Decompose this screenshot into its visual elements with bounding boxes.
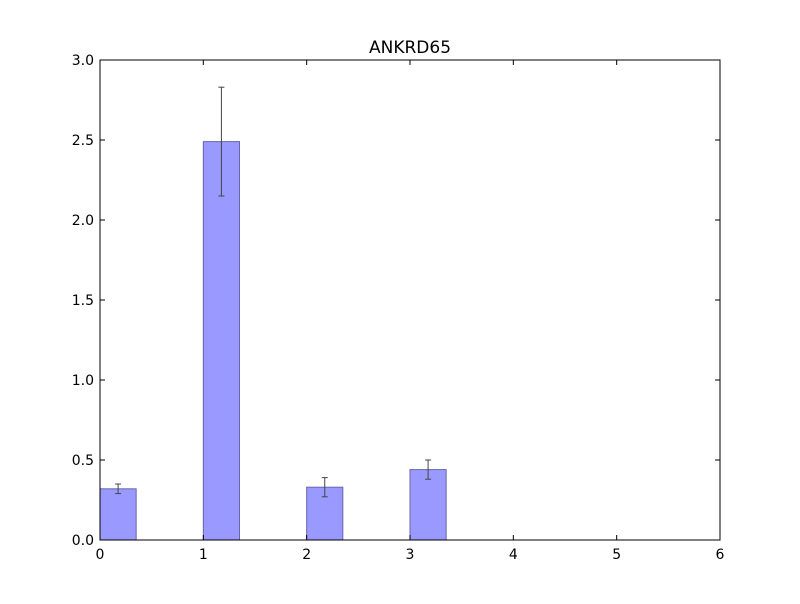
x-tick-label-1: 1 (199, 547, 208, 563)
bars-group (99, 141, 447, 541)
x-tick-label-3: 3 (406, 547, 415, 563)
x-tick-label-6: 6 (716, 547, 725, 563)
y-axis-ticks: 0.0 0.5 1.0 1.5 2.0 2.5 3.0 (72, 53, 720, 549)
x-axis-ticks: 0 1 2 3 4 5 6 (96, 60, 725, 563)
y-tick-label-5: 2.5 (72, 133, 94, 149)
y-tick-label-0: 0.0 (72, 533, 94, 549)
error-bar-0 (115, 483, 122, 495)
x-tick-label-4: 4 (509, 547, 518, 563)
x-tick-label-5: 5 (612, 547, 621, 563)
y-tick-label-4: 2.0 (72, 213, 94, 229)
chart-title: ANKRD65 (369, 38, 451, 58)
y-tick-label-2: 1.0 (72, 373, 94, 389)
bar-0 (99, 488, 137, 541)
x-tick-label-0: 0 (96, 547, 105, 563)
error-bars-group (115, 86, 432, 498)
y-tick-label-3: 1.5 (72, 293, 94, 309)
plot-frame (99, 59, 721, 541)
error-bar-3 (425, 459, 432, 480)
bar-1 (202, 141, 240, 541)
error-bar-1 (218, 86, 225, 197)
y-tick-label-1: 0.5 (72, 453, 94, 469)
x-tick-label-2: 2 (302, 547, 311, 563)
error-bar-2 (321, 477, 328, 498)
bar-3 (409, 469, 447, 541)
y-tick-label-6: 3.0 (72, 53, 94, 69)
